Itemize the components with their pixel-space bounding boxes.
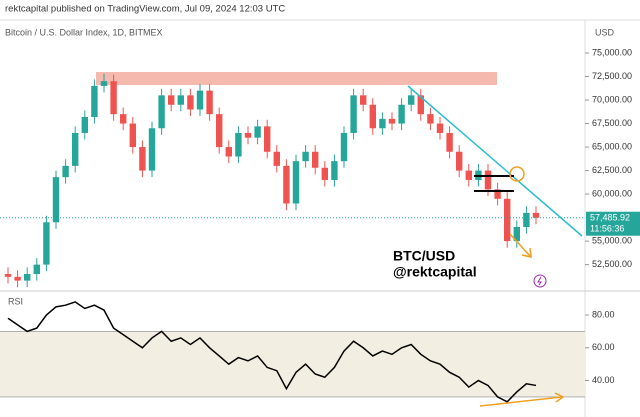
candle-body (494, 189, 501, 199)
candle-body (369, 104, 376, 129)
candle-body (350, 95, 357, 133)
candle-body (158, 95, 165, 129)
candle-body (43, 222, 50, 265)
candle-body (283, 165, 290, 204)
alert-icon[interactable] (533, 274, 547, 288)
candle-body (244, 132, 252, 138)
candle-body (14, 276, 21, 281)
arrow (509, 233, 532, 258)
rsi-title: RSI (8, 296, 23, 306)
rsi-band (0, 331, 585, 397)
candle-body (206, 90, 213, 115)
candle-body (408, 95, 415, 105)
resistance-zone (96, 72, 497, 85)
candle-body (417, 95, 424, 115)
candle-body (504, 198, 511, 242)
annotation: @rektcapital (393, 264, 477, 280)
chart-title: Bitcoin / U.S. Dollar Index, 1D, BITMEX (5, 27, 163, 37)
candle-body (24, 274, 31, 281)
candle-body (129, 123, 136, 148)
y-tick-label: 72,500.00 (592, 71, 632, 81)
candle-body (216, 114, 223, 148)
arrow (479, 392, 565, 407)
candle-body (4, 274, 12, 277)
y-tick-label: 60.00 (592, 342, 615, 352)
candle-body (91, 85, 98, 117)
trendline (407, 85, 583, 237)
y-tick-label: 67,500.00 (592, 118, 632, 128)
candle-body (72, 132, 79, 166)
candle-body (398, 104, 405, 124)
candle-body (465, 170, 472, 180)
y-tick-label: 40.00 (592, 375, 615, 385)
candle-body (148, 128, 156, 171)
last-price-box (586, 211, 640, 236)
candle-body (292, 161, 300, 204)
y-tick-label: 70,000.00 (592, 94, 632, 104)
candle-body (379, 118, 386, 129)
candle-body (196, 90, 204, 110)
candle-body (302, 151, 309, 162)
candle-body (513, 226, 520, 242)
candle-body (235, 132, 242, 157)
candle-body (360, 95, 367, 105)
y-tick-label: 75,000.00 (592, 47, 632, 57)
annotation: BTC/USD (393, 248, 455, 264)
candle-body (456, 151, 463, 171)
candle-body (446, 132, 453, 152)
candle-body (273, 151, 280, 166)
candle-body (331, 161, 338, 180)
alert-icon (537, 276, 542, 286)
countdown: 11:56:36 (590, 224, 624, 234)
candle-body (120, 114, 127, 124)
candle-body (168, 95, 175, 105)
candle-body (436, 123, 444, 133)
candle-body (52, 177, 60, 223)
highlight-circle (509, 166, 525, 182)
y-tick-label: 80.00 (592, 309, 615, 319)
candle-body (81, 116, 88, 133)
currency: USD (595, 27, 615, 37)
y-tick-label: 55,000.00 (592, 235, 632, 245)
candle-body (100, 81, 108, 86)
candle-body (388, 118, 396, 124)
candle-body (321, 167, 328, 180)
y-tick-label: 60,000.00 (592, 188, 632, 198)
candle-body (225, 147, 232, 157)
candle-body (177, 95, 184, 105)
candle-body (532, 212, 540, 218)
y-tick-label: 62,500.00 (592, 165, 632, 175)
candle-body (523, 212, 530, 227)
candle-body (187, 95, 194, 110)
candle-body (110, 81, 117, 115)
rsi-line (7, 301, 537, 403)
candle-body (62, 165, 69, 178)
candle-body (254, 126, 261, 138)
candle-body (312, 151, 319, 168)
y-tick-label: 65,000.00 (592, 141, 632, 151)
header: rektcapital published on TradingView.com… (5, 4, 285, 15)
candle-body (484, 170, 492, 190)
last-price-label: 57,485.92 (590, 213, 630, 223)
candle-body (264, 126, 271, 152)
candle-body (139, 147, 146, 171)
candle-body (33, 264, 40, 275)
y-tick-label: 52,500.00 (592, 259, 632, 269)
candle-body (427, 114, 434, 124)
candle-body (340, 132, 348, 162)
